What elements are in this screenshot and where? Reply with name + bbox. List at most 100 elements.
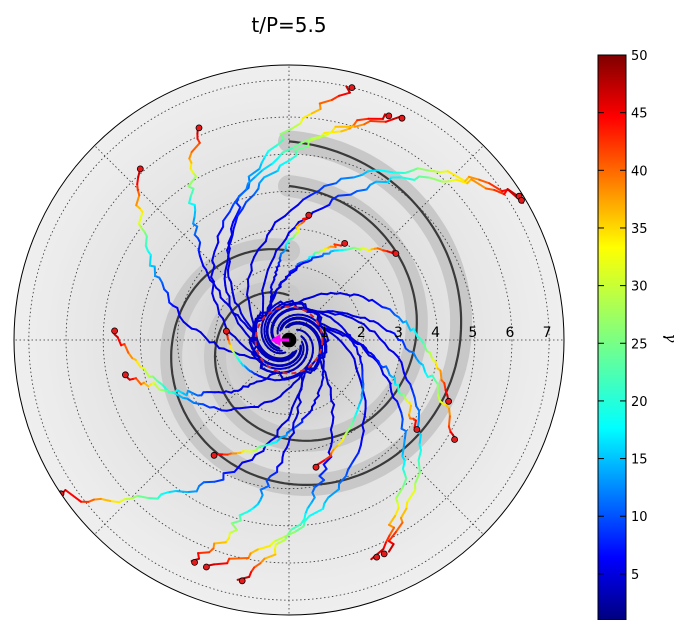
trajectory-segment [412,351,418,360]
trajectory-segment [388,514,397,526]
trajectory-segment [379,366,385,376]
radial-tick-label: 3 [394,325,403,341]
trajectory-segment [230,519,242,525]
trajectory-segment [391,115,401,121]
trajectory-segment [222,470,236,475]
trajectory-segment [318,185,326,192]
particle-marker [305,211,313,219]
trajectory-segment [246,507,254,514]
trajectory-segment [226,240,232,252]
trajectory-segment [186,397,195,404]
trajectory-segment [345,85,351,94]
trajectory-segment [434,360,439,370]
colorbar-tick-label: 15 [631,453,648,468]
trajectory-segment [356,117,370,122]
trajectory-segment [280,237,288,246]
trajectory-segment [276,423,283,432]
trajectory-segment [387,543,395,553]
trajectory-segment [291,400,296,409]
trajectory-segment [349,352,356,360]
trajectory-segment [236,207,244,217]
trajectory-segment [237,305,242,315]
trajectory-segment [250,255,256,266]
trajectory-segment [252,187,260,196]
particle-marker [238,577,246,585]
trajectory-segment [281,376,290,380]
trajectory-segment [247,167,261,178]
radial-tick-label: 7 [543,325,552,341]
trajectory-segment [392,351,399,358]
trajectory-segment [243,317,249,325]
trajectory-segment [245,182,249,191]
trajectory-segment [276,461,284,468]
trajectory-segment [192,215,196,225]
trajectory-segment [245,193,255,204]
trajectory-segment [478,178,491,185]
trajectory-segment [417,459,421,468]
trajectory-segment [361,415,366,427]
trajectory-segment [306,502,313,510]
trajectory-segment [178,315,185,323]
trajectory-segment [363,349,370,357]
trajectory-segment [413,397,418,408]
trajectory-segment [271,221,277,230]
trajectory-segment [338,475,347,485]
trajectory-segment [228,557,250,560]
trajectory-segment [316,459,326,466]
trajectory-segment [422,343,428,353]
trajectory-segment [281,146,295,154]
trajectory-segment [144,235,148,247]
trajectory-segment [288,154,298,162]
particle-marker [392,250,400,257]
trajectory-segment [237,461,244,469]
trajectory-segment [336,336,344,344]
trajectory-segment [193,209,197,218]
trajectory-segment [330,439,334,448]
trajectory-segment [197,551,211,555]
trajectory-segment [300,137,313,144]
trajectory-segment [174,490,189,494]
trajectory-segment [232,221,237,230]
trajectory-segment [230,221,235,230]
trajectory-segment [406,488,417,504]
trajectory-segment [288,431,295,439]
trajectory-segment [237,188,248,199]
trajectory-segment [248,338,253,347]
trajectory-segment [113,333,119,339]
trajectory-segment [310,496,316,505]
particle-marker [136,165,144,173]
trajectory-segment [289,203,299,212]
trajectory-segment [318,98,333,105]
trajectory-segment [396,355,403,364]
trajectory-segment [176,393,184,399]
trajectory-segment [313,394,320,402]
trajectory-segment [388,308,396,316]
trajectory-segment [234,315,239,325]
trajectory-segment [240,312,246,320]
trajectory-segment [384,534,391,544]
trajectory-segment [248,307,253,317]
trajectory-segment [160,491,169,496]
particle-marker [210,451,218,459]
trajectory-segment [394,521,404,533]
trajectory-segment [331,94,341,101]
trajectory-segment [136,176,140,186]
trajectory-segment [310,189,321,196]
trajectory-segment [338,91,351,97]
trajectory-segment [400,176,416,181]
trajectory-segment [260,367,269,372]
trajectory-segment [213,241,220,253]
trajectory-segment [400,418,404,430]
trajectory-segment [355,367,360,377]
trajectory-segment [382,541,387,550]
trajectory-segment [259,557,266,565]
trajectory-segment [447,415,451,428]
trajectory-segment [326,311,337,316]
trajectory-segment [428,176,444,183]
trajectory-segment [377,169,395,174]
trajectory-segment [256,545,271,551]
trajectory-segment [263,275,268,285]
trajectory-segment [136,494,150,499]
particle-marker [398,114,406,122]
